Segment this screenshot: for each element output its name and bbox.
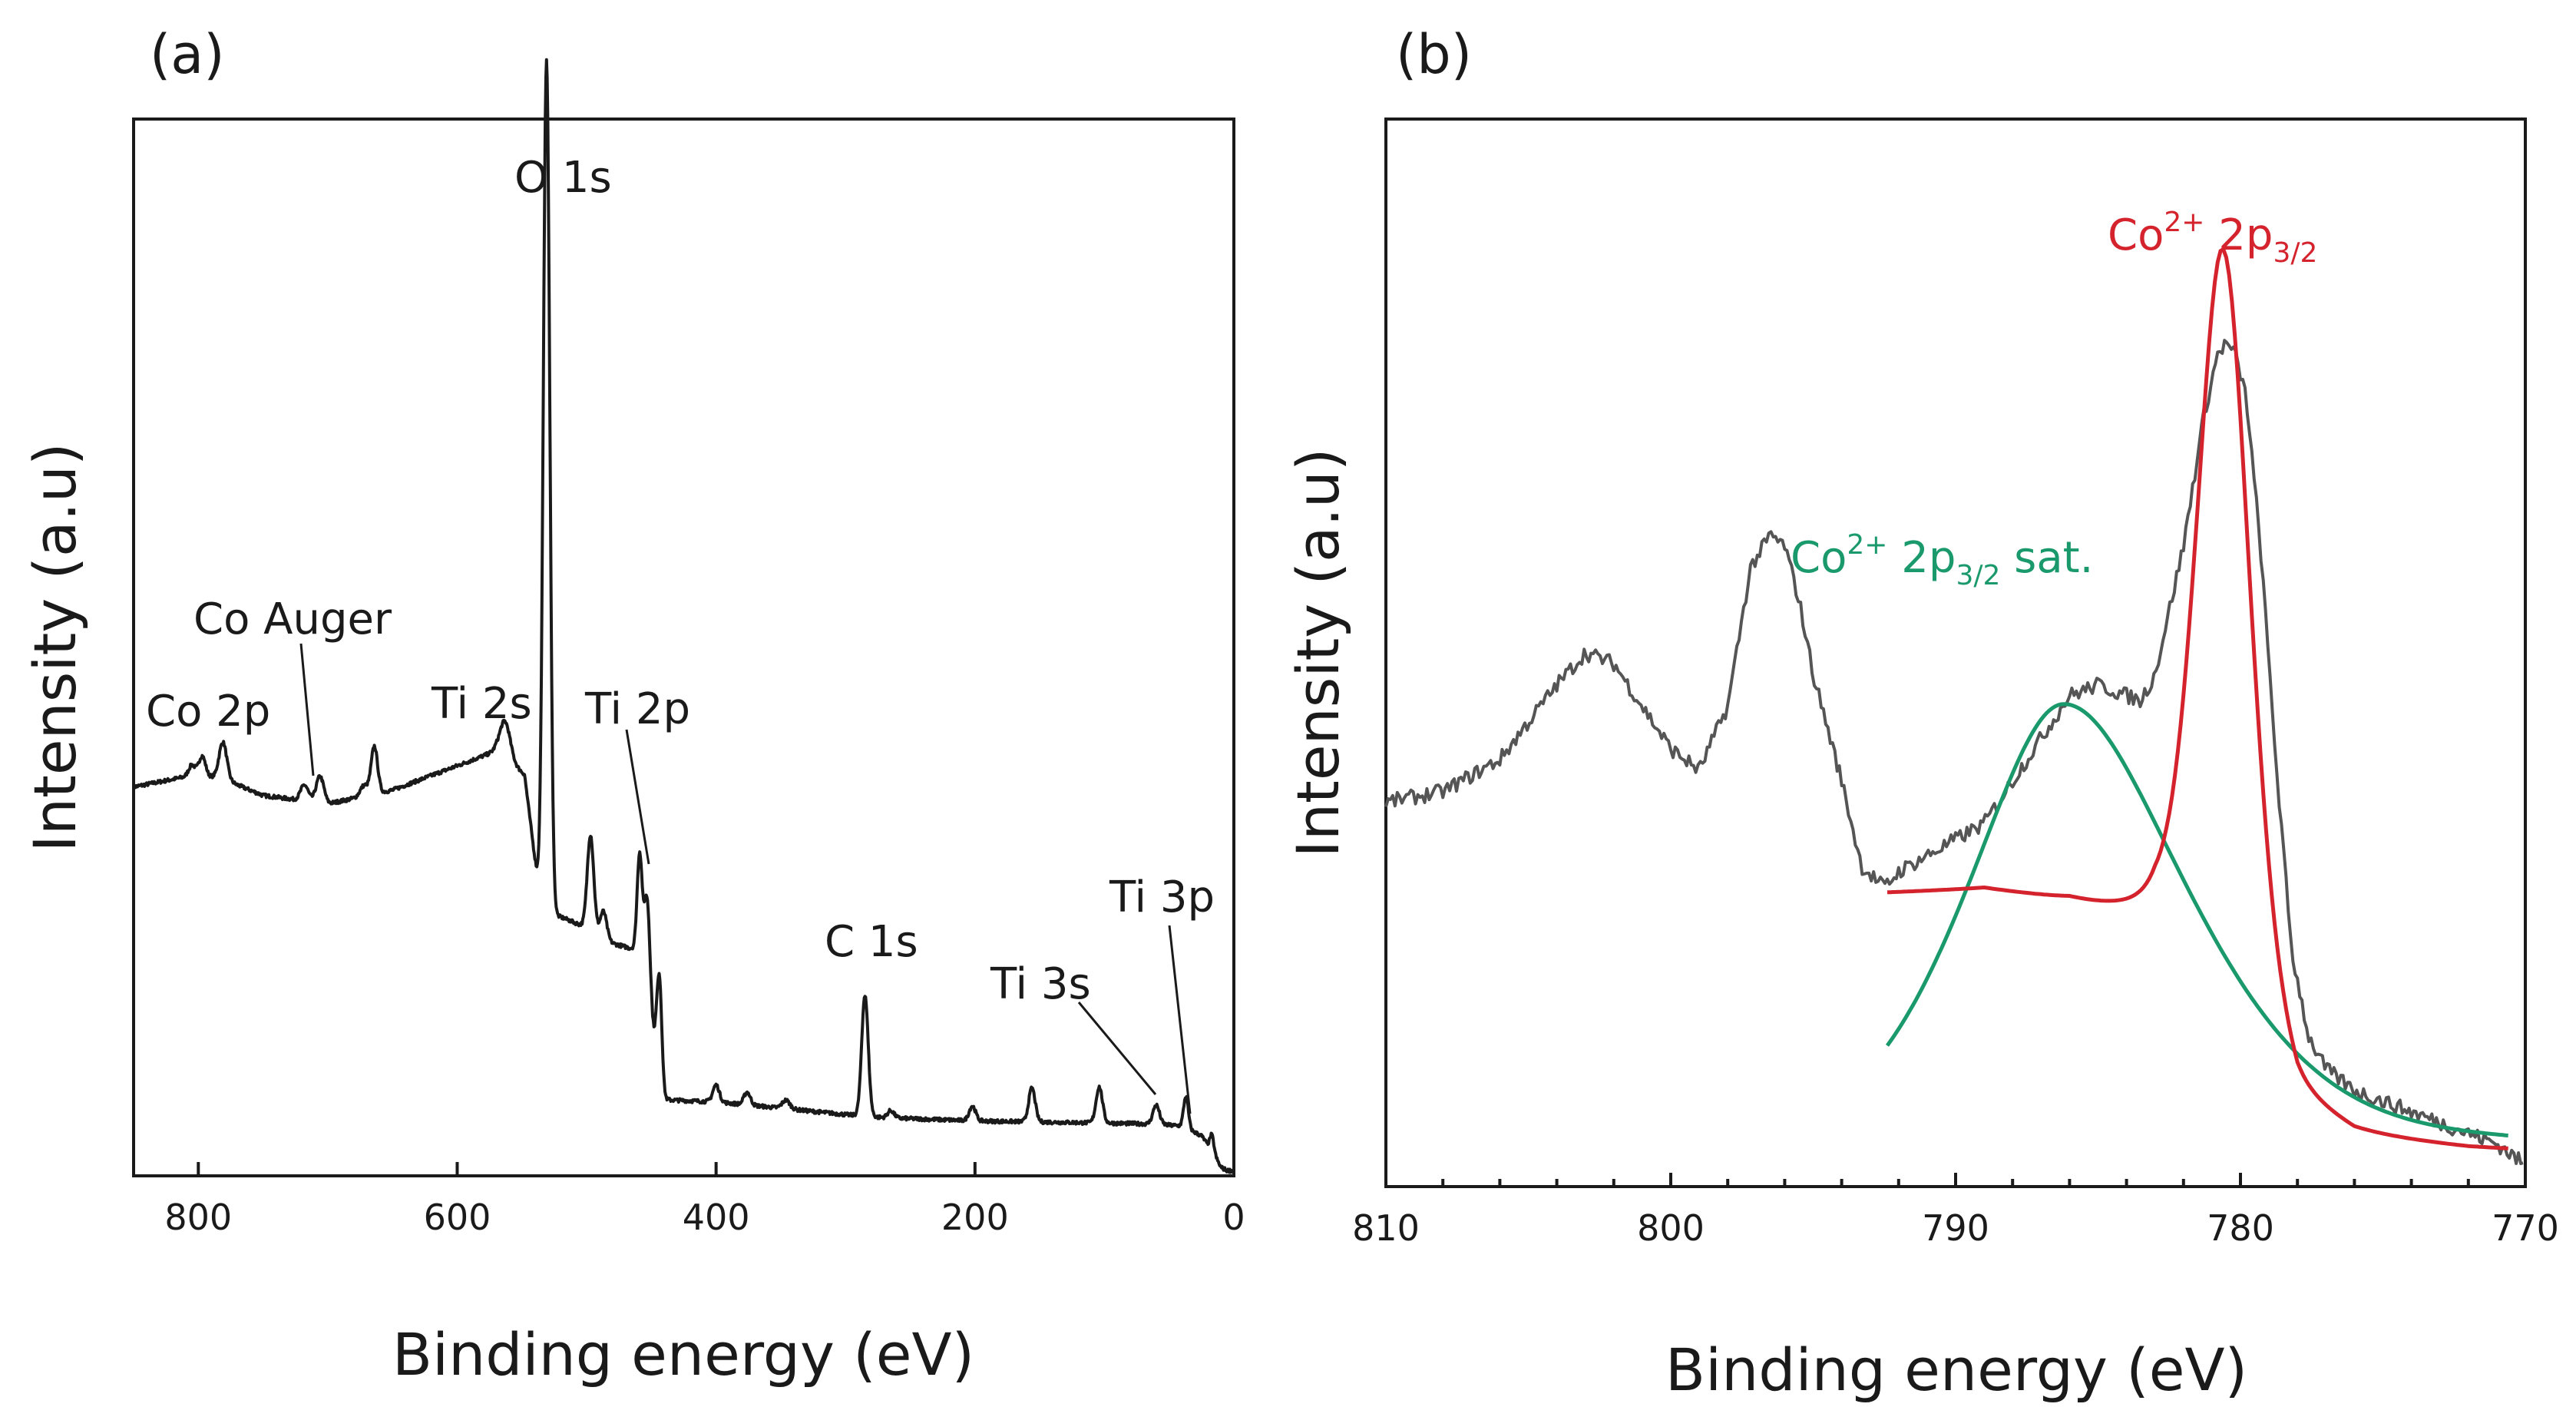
series-a: [132, 58, 1235, 1174]
label-co-2p: Co 2p: [146, 687, 270, 737]
x-tick-label: 780: [2207, 1207, 2274, 1249]
leader-ti-3p: [1168, 925, 1192, 1114]
series-b: [1384, 246, 2524, 1165]
label-co2-2p32: Co2+ 2p3/2: [2108, 207, 2317, 269]
x-tick-label: 400: [683, 1197, 750, 1238]
plot-frame-b: [1384, 118, 2527, 1188]
panel-a: (a) 800 600 400 200 0 O 1s Co 2p Co Auger Ti…: [21, 23, 1245, 1389]
plot-frame-a: [132, 118, 1235, 1177]
label-sat-sup: 2+: [1847, 529, 1887, 561]
label-c-1s: C 1s: [825, 917, 918, 967]
leader-ti-3s: [1077, 1002, 1157, 1095]
label-co2-2p32-base: Co: [2108, 210, 2164, 260]
label-co2-2p32-sat: Co2+ 2p3/2 sat.: [1791, 529, 2093, 591]
x-tick-label: 770: [2492, 1207, 2559, 1249]
label-sat-suffix: sat.: [2000, 533, 2093, 583]
y-axis-title-a: Intensity (a.u): [21, 442, 89, 852]
y-axis-title-b: Intensity (a.u): [1288, 448, 1352, 857]
label-sat-base: Co: [1791, 533, 1847, 583]
label-o-1s: O 1s: [514, 153, 612, 203]
x-tick-label: 810: [1352, 1207, 1420, 1249]
label-sat-mid: 2p: [1887, 533, 1956, 583]
x-tick-label: 200: [941, 1197, 1009, 1238]
label-ti-3p: Ti 3p: [1109, 872, 1215, 922]
x-tick-label: 800: [164, 1197, 232, 1238]
panel-label-a: (a): [150, 23, 225, 86]
x-axis-title-b: Binding energy (eV): [1665, 1336, 2247, 1404]
co-2p-chart: (b) 810 800 790 780 770 Co2+ 2p3/2 Co2+ 2p3/…: [1288, 23, 2559, 1404]
label-co2-2p32-sub: 3/2: [2273, 237, 2317, 269]
x-tick-label: 790: [1922, 1207, 1989, 1249]
label-co2-2p32-mid: 2p: [2204, 210, 2273, 260]
label-co-auger: Co Auger: [193, 594, 392, 644]
label-ti-3s: Ti 3s: [990, 959, 1091, 1009]
survey-spectrum-line: [132, 58, 1235, 1174]
label-sat-sub: 3/2: [1956, 560, 2000, 591]
x-tick-label: 800: [1637, 1207, 1705, 1249]
x-tick-labels-b: 810 800 790 780 770: [1352, 1207, 2559, 1249]
x-ticks-a: [197, 1162, 1235, 1176]
leader-ti-2p: [625, 729, 650, 865]
leader-co-auger: [299, 643, 315, 776]
x-tick-label: 600: [424, 1197, 491, 1238]
label-co2-2p32-sup: 2+: [2164, 207, 2204, 238]
x-tick-label: 0: [1222, 1197, 1245, 1238]
satellite-fit-line: [1885, 702, 2508, 1137]
panel-label-b: (b): [1396, 23, 1472, 86]
label-ti-2s: Ti 2s: [431, 679, 532, 729]
x-ticks-b: [1384, 1173, 2527, 1187]
xps-survey-chart: (a) 800 600 400 200 0 O 1s Co 2p Co Auger Ti…: [21, 23, 1245, 1389]
main-peak-fit-line: [1887, 246, 2508, 1150]
annotation-leaders-a: [299, 643, 1192, 1114]
label-ti-2p: Ti 2p: [584, 684, 690, 734]
measured-spectrum-line: [1384, 339, 2524, 1165]
x-axis-title-a: Binding energy (eV): [392, 1320, 974, 1389]
panel-b: (b) 810 800 790 780 770 Co2+ 2p3/2 Co2+ 2p3/…: [1288, 0, 2576, 1417]
x-tick-labels-a: 800 600 400 200 0: [164, 1197, 1245, 1238]
